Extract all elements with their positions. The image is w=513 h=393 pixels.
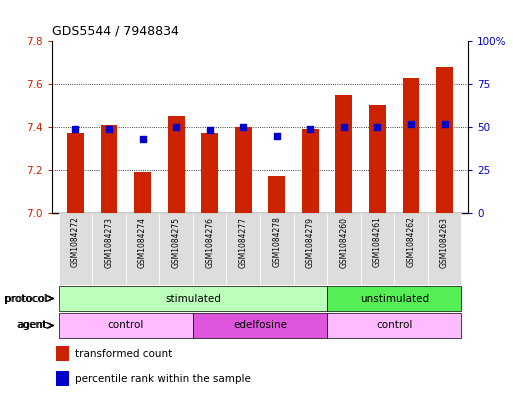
Bar — [201, 134, 218, 213]
Text: agent: agent — [18, 321, 48, 331]
Point — [239, 124, 247, 130]
Text: GSM1084272: GSM1084272 — [71, 217, 80, 268]
Bar — [134, 172, 151, 213]
Bar — [56, 346, 69, 361]
Bar — [403, 77, 419, 213]
Point — [206, 127, 214, 134]
FancyBboxPatch shape — [327, 286, 461, 310]
Text: GSM1084277: GSM1084277 — [239, 217, 248, 268]
Text: unstimulated: unstimulated — [360, 294, 429, 303]
FancyBboxPatch shape — [160, 213, 193, 285]
FancyBboxPatch shape — [58, 286, 327, 310]
Text: GSM1084278: GSM1084278 — [272, 217, 281, 268]
Text: percentile rank within the sample: percentile rank within the sample — [75, 373, 251, 384]
FancyBboxPatch shape — [193, 213, 226, 285]
Bar — [56, 371, 69, 386]
Text: GSM1084276: GSM1084276 — [205, 217, 214, 268]
Text: GSM1084262: GSM1084262 — [406, 217, 416, 268]
FancyBboxPatch shape — [58, 313, 193, 338]
Point — [306, 126, 314, 132]
Text: transformed count: transformed count — [75, 349, 172, 358]
Bar — [436, 67, 453, 213]
Bar — [168, 116, 185, 213]
Text: protocol: protocol — [5, 294, 48, 303]
Point — [273, 132, 281, 139]
Text: GSM1084260: GSM1084260 — [340, 217, 348, 268]
Text: agent: agent — [17, 321, 47, 331]
Text: GSM1084275: GSM1084275 — [172, 217, 181, 268]
Point — [105, 126, 113, 132]
FancyBboxPatch shape — [92, 213, 126, 285]
FancyBboxPatch shape — [428, 213, 461, 285]
Bar — [336, 95, 352, 213]
Point — [172, 124, 180, 130]
Text: GSM1084274: GSM1084274 — [138, 217, 147, 268]
FancyBboxPatch shape — [293, 213, 327, 285]
FancyBboxPatch shape — [327, 313, 461, 338]
Bar — [101, 125, 117, 213]
Point — [407, 120, 415, 127]
Bar — [235, 127, 251, 213]
FancyBboxPatch shape — [361, 213, 394, 285]
Text: edelfosine: edelfosine — [233, 321, 287, 331]
FancyBboxPatch shape — [58, 213, 92, 285]
Bar — [268, 176, 285, 213]
Point — [441, 120, 449, 127]
Text: GSM1084263: GSM1084263 — [440, 217, 449, 268]
FancyBboxPatch shape — [193, 313, 327, 338]
FancyBboxPatch shape — [226, 213, 260, 285]
Bar — [369, 105, 386, 213]
Bar — [302, 129, 319, 213]
FancyBboxPatch shape — [394, 213, 428, 285]
FancyBboxPatch shape — [260, 213, 293, 285]
FancyBboxPatch shape — [126, 213, 160, 285]
FancyBboxPatch shape — [327, 213, 361, 285]
Text: GSM1084279: GSM1084279 — [306, 217, 315, 268]
Text: GSM1084261: GSM1084261 — [373, 217, 382, 268]
Text: protocol: protocol — [4, 294, 47, 303]
Point — [373, 124, 382, 130]
Text: GSM1084273: GSM1084273 — [105, 217, 113, 268]
Text: GDS5544 / 7948834: GDS5544 / 7948834 — [52, 24, 179, 37]
Bar — [67, 134, 84, 213]
Point — [139, 136, 147, 142]
Text: control: control — [108, 321, 144, 331]
Text: control: control — [376, 321, 412, 331]
Point — [71, 126, 80, 132]
Point — [340, 124, 348, 130]
Text: stimulated: stimulated — [165, 294, 221, 303]
